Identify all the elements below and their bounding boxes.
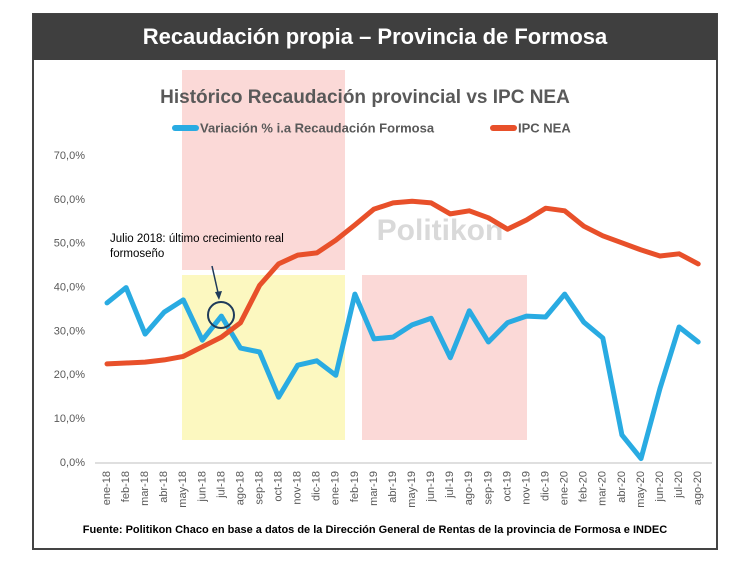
x-tick-label: jun-20 (654, 471, 666, 503)
x-tick-label: may-19 (406, 471, 418, 508)
x-tick-label: mar-20 (597, 471, 609, 506)
x-tick-label: dic-18 (311, 471, 323, 501)
x-tick-label: sep-19 (482, 471, 494, 505)
annotation-arrowhead (215, 291, 222, 300)
x-tick-label: jul-19 (444, 471, 456, 499)
x-tick-label: ene-18 (101, 471, 113, 505)
header-title: Recaudación propia – Provincia de Formos… (143, 24, 608, 49)
x-tick-label: oct-19 (501, 471, 513, 502)
y-tick-label: 20,0% (54, 369, 85, 381)
x-tick-label: ago-20 (692, 471, 704, 505)
y-tick-label: 70,0% (54, 150, 85, 162)
x-tick-label: feb-18 (120, 471, 132, 502)
x-tick-label: abr-18 (158, 471, 170, 503)
x-tick-label: jun-18 (196, 471, 208, 503)
x-tick-label: ago-18 (234, 471, 246, 505)
y-tick-label: 10,0% (54, 413, 85, 425)
x-tick-label: oct-18 (273, 471, 285, 502)
x-tick-label: ene-19 (330, 471, 342, 505)
y-tick-label: 50,0% (54, 238, 85, 250)
x-tick-label: jul-20 (673, 471, 685, 499)
series-line (104, 198, 701, 367)
plot: 0,0% 10,0% 20,0% 30,0% 40,0% 50,0% 60,0% 70,0% e… (54, 120, 712, 508)
x-tick-label: jun-19 (425, 471, 437, 503)
annotation-box: Julio 2018: último crecimiento real form… (110, 233, 284, 260)
series-line (104, 285, 701, 462)
legend-label: IPC NEA (518, 120, 571, 135)
x-tick-label: mar-19 (368, 471, 380, 506)
x-tick-label: ene-20 (559, 471, 571, 505)
highlight-region (362, 275, 527, 440)
x-tick-label: feb-19 (349, 471, 361, 502)
y-tick-label: 60,0% (54, 194, 85, 206)
x-tick-label: feb-20 (578, 471, 590, 502)
x-tick-label: nov-19 (520, 471, 532, 505)
legend-label: Variación % i.a Recaudación Formosa (200, 120, 435, 135)
y-tick-label: 40,0% (54, 281, 85, 293)
x-tick-label: abr-20 (616, 471, 628, 503)
header-band (33, 14, 717, 60)
x-tick-label: sep-18 (253, 471, 265, 505)
chart-title: Histórico Recaudación provincial vs IPC … (160, 87, 570, 108)
x-tick-label: nov-18 (292, 471, 304, 505)
x-tick-label: dic-19 (540, 471, 552, 501)
x-tick-label: mar-18 (139, 471, 151, 506)
x-tick-label: abr-19 (387, 471, 399, 503)
watermark: Politikon (377, 214, 504, 247)
annotation: Julio 2018: último crecimiento real form… (110, 233, 284, 260)
annotation-circle (207, 301, 235, 329)
x-tick-label: jul-18 (215, 471, 227, 499)
source: Fuente: Politikon Chaco en base a datos … (83, 524, 667, 536)
x-tick-label: may-18 (177, 471, 189, 508)
y-tick-label: 0,0% (60, 457, 85, 469)
x-tick-label: ago-19 (463, 471, 475, 505)
y-tick-label: 30,0% (54, 325, 85, 337)
highlight-region (182, 70, 345, 270)
x-tick-label: may-20 (635, 471, 647, 508)
